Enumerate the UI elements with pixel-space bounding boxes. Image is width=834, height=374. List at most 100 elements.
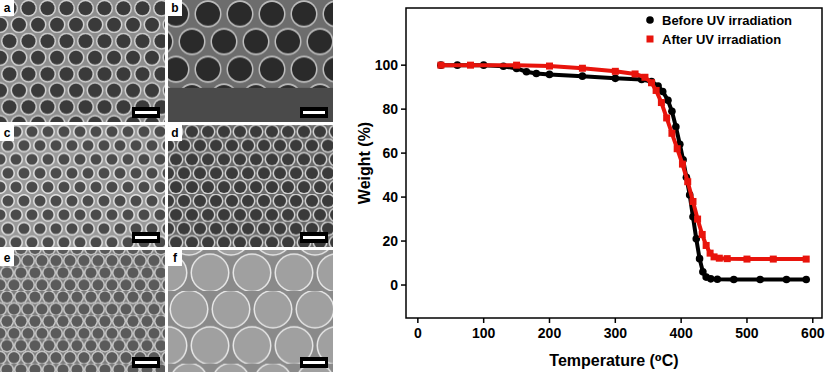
micrograph-image bbox=[168, 0, 333, 122]
micrograph-image bbox=[168, 250, 333, 372]
y-tick-label: 80 bbox=[382, 101, 398, 117]
legend-label: After UV irradiation bbox=[662, 32, 781, 47]
data-point bbox=[756, 276, 764, 284]
panel-label-box bbox=[168, 250, 182, 266]
micrograph-panel: d bbox=[168, 125, 333, 247]
data-point bbox=[674, 145, 681, 152]
x-tick-label: 600 bbox=[801, 325, 825, 341]
data-point bbox=[546, 63, 553, 70]
data-point bbox=[699, 231, 706, 238]
legend-label: Before UV irradiation bbox=[662, 13, 792, 28]
data-point bbox=[612, 68, 619, 75]
panel-label-box bbox=[168, 125, 182, 141]
data-point bbox=[802, 276, 810, 284]
plot-data bbox=[437, 61, 810, 283]
panel-label: f bbox=[173, 251, 178, 265]
data-point bbox=[659, 88, 667, 96]
chart: 0 100 200 300 400 500 600 0 20 40 60 80 100 Temperatu… bbox=[356, 8, 825, 369]
scale-bar bbox=[303, 236, 325, 239]
series-line bbox=[441, 65, 806, 259]
data-point bbox=[513, 62, 520, 69]
scale-bar bbox=[135, 236, 157, 239]
panel-label-box bbox=[0, 0, 14, 16]
scale-bar-box bbox=[300, 107, 328, 118]
data-point bbox=[668, 108, 676, 116]
scale-bar-box bbox=[132, 232, 160, 243]
data-point bbox=[653, 87, 660, 94]
x-tick-label: 100 bbox=[472, 325, 496, 341]
panel-label: c bbox=[4, 126, 11, 140]
scale-bar-box bbox=[132, 107, 160, 118]
data-point bbox=[612, 75, 620, 83]
x-tick-label: 500 bbox=[735, 325, 759, 341]
micrograph-image bbox=[0, 125, 165, 247]
series-line bbox=[441, 65, 806, 279]
legend: Before UV irradiation After UV irradiatio… bbox=[646, 13, 792, 47]
scale-bar bbox=[135, 111, 157, 114]
plot-frame bbox=[406, 8, 822, 318]
micrograph-panel: e bbox=[0, 250, 165, 372]
cross-section bbox=[168, 88, 333, 122]
x-axis-title: Temperature (⁰C) bbox=[549, 352, 678, 369]
data-point bbox=[730, 276, 738, 284]
data-point bbox=[716, 255, 723, 262]
data-point bbox=[696, 255, 704, 263]
figure: a b c d e f 0 100 200 300 400 500 600 0 20 40 60 80 100 Tem… bbox=[0, 0, 834, 374]
panel-label-box bbox=[0, 125, 14, 141]
data-point bbox=[664, 97, 672, 105]
legend-marker bbox=[647, 36, 654, 43]
panel-label: a bbox=[4, 1, 11, 15]
x-tick-label: 400 bbox=[669, 325, 693, 341]
data-point bbox=[672, 123, 680, 131]
data-point bbox=[658, 99, 665, 106]
data-point bbox=[437, 62, 444, 69]
data-point bbox=[632, 70, 639, 77]
y-tick-label: 0 bbox=[390, 277, 398, 293]
panel-label: e bbox=[4, 251, 11, 265]
panel-label: d bbox=[171, 126, 178, 140]
legend-marker bbox=[646, 16, 654, 24]
data-point bbox=[668, 130, 675, 137]
micrograph-image bbox=[168, 125, 333, 247]
scale-bar-box bbox=[300, 357, 328, 368]
panel-label: b bbox=[171, 1, 178, 15]
y-tick-label: 20 bbox=[382, 233, 398, 249]
scale-bar bbox=[303, 111, 325, 114]
data-point bbox=[724, 255, 731, 262]
data-point bbox=[714, 276, 722, 284]
data-point bbox=[579, 65, 586, 72]
y-tick-label: 100 bbox=[375, 57, 399, 73]
micrograph-image bbox=[0, 250, 165, 372]
data-point bbox=[467, 62, 474, 69]
data-point bbox=[743, 256, 750, 263]
x-tick-label: 200 bbox=[538, 325, 562, 341]
panel-label-box bbox=[0, 250, 14, 266]
scale-bar bbox=[303, 361, 325, 364]
micrograph-panel: a bbox=[0, 0, 165, 122]
data-point bbox=[648, 79, 655, 86]
y-tick-label: 60 bbox=[382, 145, 398, 161]
data-point bbox=[579, 72, 587, 80]
scale-bar-box bbox=[300, 232, 328, 243]
x-tick-label: 300 bbox=[604, 325, 628, 341]
data-point bbox=[770, 256, 777, 263]
micrograph-image bbox=[0, 0, 165, 122]
data-point bbox=[533, 70, 541, 78]
x-tick-label: 0 bbox=[414, 325, 422, 341]
data-point bbox=[694, 216, 701, 223]
data-point bbox=[803, 256, 810, 263]
data-point bbox=[689, 198, 696, 205]
y-tick-label: 40 bbox=[382, 189, 398, 205]
data-point bbox=[707, 275, 715, 283]
data-point bbox=[523, 68, 531, 76]
data-point bbox=[641, 74, 648, 81]
data-point bbox=[684, 178, 691, 185]
data-point bbox=[663, 114, 670, 121]
panel-label-box bbox=[168, 0, 182, 16]
data-point bbox=[703, 242, 710, 249]
y-axis-title: Weight (%) bbox=[356, 122, 373, 204]
data-point bbox=[679, 161, 686, 168]
micrograph-panel: c bbox=[0, 125, 165, 247]
micrograph-panel: f bbox=[168, 250, 333, 372]
data-point bbox=[437, 61, 445, 69]
